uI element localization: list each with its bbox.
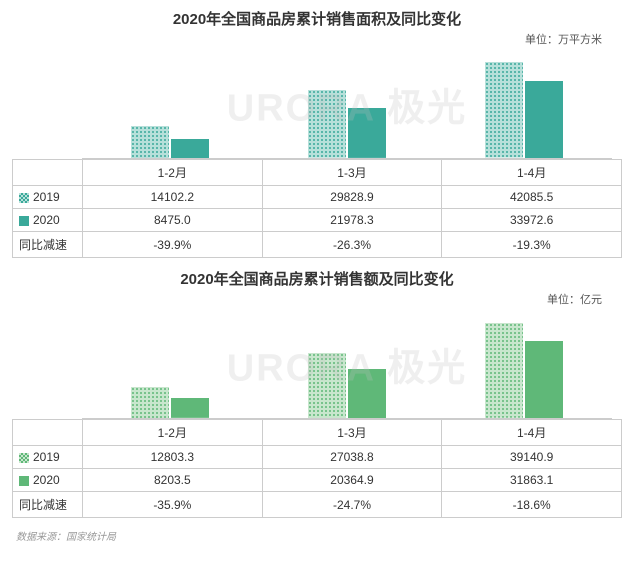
data-cell: 31863.1 [442, 469, 622, 492]
bar-group [259, 309, 436, 418]
bar-group [435, 309, 612, 418]
bar [348, 369, 386, 418]
column-header: 1-3月 [262, 160, 442, 186]
table-corner [13, 160, 83, 186]
bar [525, 341, 563, 418]
bar-group [259, 49, 436, 158]
legend-swatch [19, 193, 29, 203]
table-row: 2019 14102.229828.942085.5 [13, 186, 622, 209]
column-header: 1-2月 [83, 160, 263, 186]
series-name: 2020 [33, 473, 60, 487]
bar [485, 62, 523, 158]
data-cell: 42085.5 [442, 186, 622, 209]
bar-group [82, 49, 259, 158]
data-cell: -24.7% [262, 492, 442, 518]
data-cell: -19.3% [442, 232, 622, 258]
legend-swatch [19, 216, 29, 226]
bar [348, 108, 386, 158]
series-name: 2019 [33, 450, 60, 464]
data-cell: 8475.0 [83, 209, 263, 232]
bar [131, 387, 169, 418]
chart-unit: 单位：万平方米 [12, 31, 622, 47]
legend-swatch [19, 476, 29, 486]
row-header: 2020 [13, 209, 83, 232]
table-row: 2020 8475.021978.333972.6 [13, 209, 622, 232]
data-cell: -35.9% [83, 492, 263, 518]
table-row: 同比减速-35.9%-24.7%-18.6% [13, 492, 622, 518]
legend-swatch [19, 453, 29, 463]
data-table: 1-2月1-3月1-4月201914102.229828.942085.5202… [12, 159, 622, 258]
row-header: 同比减速 [13, 492, 83, 518]
column-header: 1-4月 [442, 160, 622, 186]
data-cell: 39140.9 [442, 446, 622, 469]
table-row: 2020 8203.520364.931863.1 [13, 469, 622, 492]
table-row: 同比减速-39.9%-26.3%-19.3% [13, 232, 622, 258]
data-cell: 20364.9 [262, 469, 442, 492]
chart-title: 2020年全国商品房累计销售面积及同比变化 [12, 8, 622, 29]
data-table: 1-2月1-3月1-4月201912803.327038.839140.9202… [12, 419, 622, 518]
bar [131, 126, 169, 158]
column-header: 1-4月 [442, 420, 622, 446]
chart-block: 2020年全国商品房累计销售额及同比变化单位：亿元URORA 极光 1-2月1-… [12, 268, 622, 518]
chart-title: 2020年全国商品房累计销售额及同比变化 [12, 268, 622, 289]
row-header: 2020 [13, 469, 83, 492]
data-cell: -18.6% [442, 492, 622, 518]
bar-group [435, 49, 612, 158]
data-cell: 21978.3 [262, 209, 442, 232]
footer-source: 数据来源：国家统计局 [12, 528, 622, 543]
data-cell: -39.9% [83, 232, 263, 258]
row-header: 2019 [13, 186, 83, 209]
plot-area: URORA 极光 [82, 49, 612, 159]
series-name: 2019 [33, 190, 60, 204]
table-corner [13, 420, 83, 446]
bar [171, 398, 209, 418]
data-cell: 8203.5 [83, 469, 263, 492]
data-cell: -26.3% [262, 232, 442, 258]
column-header: 1-3月 [262, 420, 442, 446]
bar [308, 353, 346, 418]
data-cell: 27038.8 [262, 446, 442, 469]
table-row: 2019 12803.327038.839140.9 [13, 446, 622, 469]
series-name: 2020 [33, 213, 60, 227]
bar [171, 139, 209, 158]
data-cell: 33972.6 [442, 209, 622, 232]
chart-block: 2020年全国商品房累计销售面积及同比变化单位：万平方米 URORA 极光 1-2… [12, 8, 622, 258]
chart-unit: 单位：亿元 [12, 291, 622, 307]
data-cell: 14102.2 [83, 186, 263, 209]
data-cell: 29828.9 [262, 186, 442, 209]
plot-area: URORA 极光 [82, 309, 612, 419]
data-cell: 12803.3 [83, 446, 263, 469]
bar-group [82, 309, 259, 418]
column-header: 1-2月 [83, 420, 263, 446]
bar [525, 81, 563, 158]
bar [485, 323, 523, 418]
row-header: 同比减速 [13, 232, 83, 258]
row-header: 2019 [13, 446, 83, 469]
bar [308, 90, 346, 158]
